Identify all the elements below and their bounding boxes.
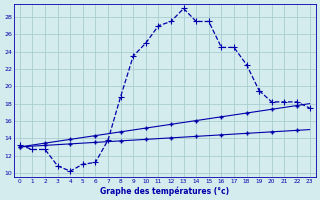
X-axis label: Graphe des températures (°c): Graphe des températures (°c) <box>100 186 229 196</box>
